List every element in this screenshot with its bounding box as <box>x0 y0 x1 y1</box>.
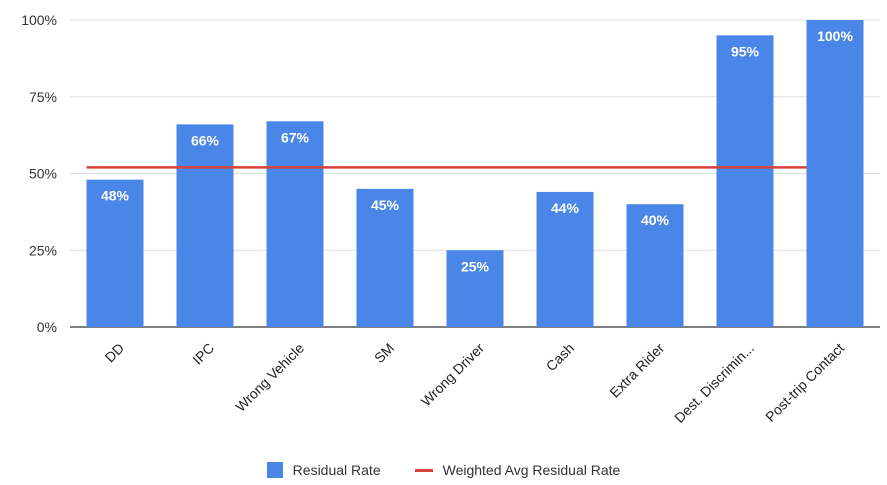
bar <box>356 188 414 327</box>
bar <box>176 124 234 327</box>
x-tick-label: DD <box>101 340 127 366</box>
x-tick-label: Extra Rider <box>606 340 667 401</box>
x-tick-label: Post-trip Contact <box>762 340 847 425</box>
data-label: 66% <box>191 132 220 148</box>
legend-swatch-line <box>414 468 433 472</box>
bar <box>536 191 594 327</box>
x-tick-label: Dest. Discrimin... <box>671 340 757 426</box>
data-label: 45% <box>371 197 400 213</box>
y-tick-label: 0% <box>37 319 57 335</box>
y-tick-label: 100% <box>21 12 57 28</box>
data-label: 25% <box>461 258 490 274</box>
legend: Residual Rate Weighted Avg Residual Rate <box>0 462 887 478</box>
data-label: 95% <box>731 43 760 59</box>
bars <box>86 20 864 327</box>
bar <box>266 121 324 327</box>
y-tick-label: 25% <box>29 242 57 258</box>
legend-label-weighted-avg: Weighted Avg Residual Rate <box>442 462 621 478</box>
legend-item-weighted-avg: Weighted Avg Residual Rate <box>414 462 621 478</box>
x-tick-label: IPC <box>189 340 217 368</box>
bar <box>86 179 144 327</box>
legend-swatch-bar <box>266 462 283 478</box>
bar <box>626 204 684 327</box>
bar <box>446 250 504 327</box>
data-label: 48% <box>101 188 130 204</box>
y-tick-label: 75% <box>29 89 57 105</box>
data-labels: 48% 66% 67% 45% 25% 44% 40% 95% 100% <box>101 28 853 274</box>
x-tick-label: Wrong Driver <box>418 340 488 410</box>
data-label: 67% <box>281 129 310 145</box>
legend-label-residual-rate: Residual Rate <box>292 462 381 478</box>
data-label: 40% <box>641 212 670 228</box>
x-tick-label: Cash <box>543 340 577 374</box>
bar <box>806 20 864 327</box>
x-tick-label: Wrong Vehicle <box>232 340 307 415</box>
bar <box>716 35 774 327</box>
data-label: 44% <box>551 200 580 216</box>
x-tick-label: SM <box>371 340 397 366</box>
y-tick-label: 50% <box>29 166 57 182</box>
legend-item-residual-rate: Residual Rate <box>266 462 381 478</box>
y-axis-ticks: 0% 25% 50% 75% 100% <box>21 12 57 335</box>
x-axis-labels: DD IPC Wrong Vehicle SM Wrong Driver Cash Extr… <box>101 340 847 426</box>
data-label: 100% <box>817 28 853 44</box>
